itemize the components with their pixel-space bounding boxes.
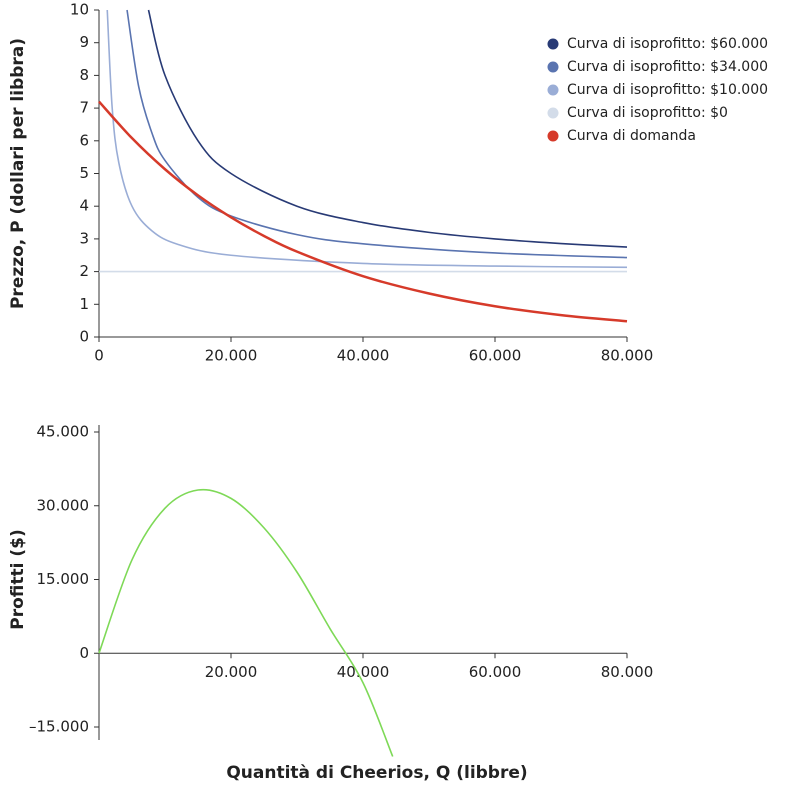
x-tick-label: 20.000 bbox=[205, 347, 258, 365]
legend-marker bbox=[547, 38, 559, 50]
x-tick-label: 80.000 bbox=[601, 663, 654, 681]
x-tick-label: 0 bbox=[94, 347, 104, 365]
legend-label: Curva di isoprofitto: $0 bbox=[567, 105, 728, 121]
y-tick-label: 6 bbox=[79, 131, 89, 149]
y-tick-label: 15.000 bbox=[37, 570, 90, 588]
x-tick-label: 80.000 bbox=[601, 347, 654, 365]
y-tick-label: 30.000 bbox=[37, 496, 90, 514]
x-axis-label: Quantità di Cheerios, Q (libbre) bbox=[226, 763, 527, 783]
y-tick-label: 7 bbox=[79, 99, 89, 117]
series-line bbox=[147, 9, 628, 248]
y-axis-label: Prezzo, P (dollari per libbra) bbox=[8, 38, 28, 309]
y-tick-label: 1 bbox=[79, 295, 89, 313]
y-tick-label: 2 bbox=[79, 262, 89, 280]
legend-marker bbox=[547, 84, 559, 96]
y-tick-label: 9 bbox=[79, 33, 89, 51]
x-tick-label: 40.000 bbox=[337, 347, 390, 365]
y-tick-label: –15.000 bbox=[29, 718, 89, 736]
y-tick-label: 0 bbox=[79, 328, 89, 346]
legend-label: Curva di domanda bbox=[567, 128, 696, 144]
x-tick-label: 20.000 bbox=[205, 663, 258, 681]
y-tick-label: 0 bbox=[79, 644, 89, 662]
legend-label: Curva di isoprofitto: $60.000 bbox=[567, 36, 768, 52]
y-tick-label: 3 bbox=[79, 229, 89, 247]
y-tick-label: 45.000 bbox=[37, 423, 90, 441]
series-line bbox=[98, 488, 394, 757]
legend-marker bbox=[547, 130, 559, 142]
y-tick-label: 4 bbox=[79, 197, 89, 215]
y-tick-label: 10 bbox=[70, 1, 89, 19]
legend-label: Curva di isoprofitto: $10.000 bbox=[567, 82, 768, 98]
legend-marker bbox=[547, 107, 559, 119]
series-line bbox=[98, 100, 628, 323]
x-tick-label: 40.000 bbox=[337, 663, 390, 681]
legend-label: Curva di isoprofitto: $34.000 bbox=[567, 59, 768, 75]
y-tick-label: 8 bbox=[79, 66, 89, 84]
series-line bbox=[106, 9, 628, 269]
y-tick-label: 5 bbox=[79, 164, 89, 182]
y-axis-label: Profitti ($) bbox=[8, 529, 28, 630]
legend-marker bbox=[547, 61, 559, 73]
x-tick-label: 60.000 bbox=[469, 663, 522, 681]
x-tick-label: 60.000 bbox=[469, 347, 522, 365]
